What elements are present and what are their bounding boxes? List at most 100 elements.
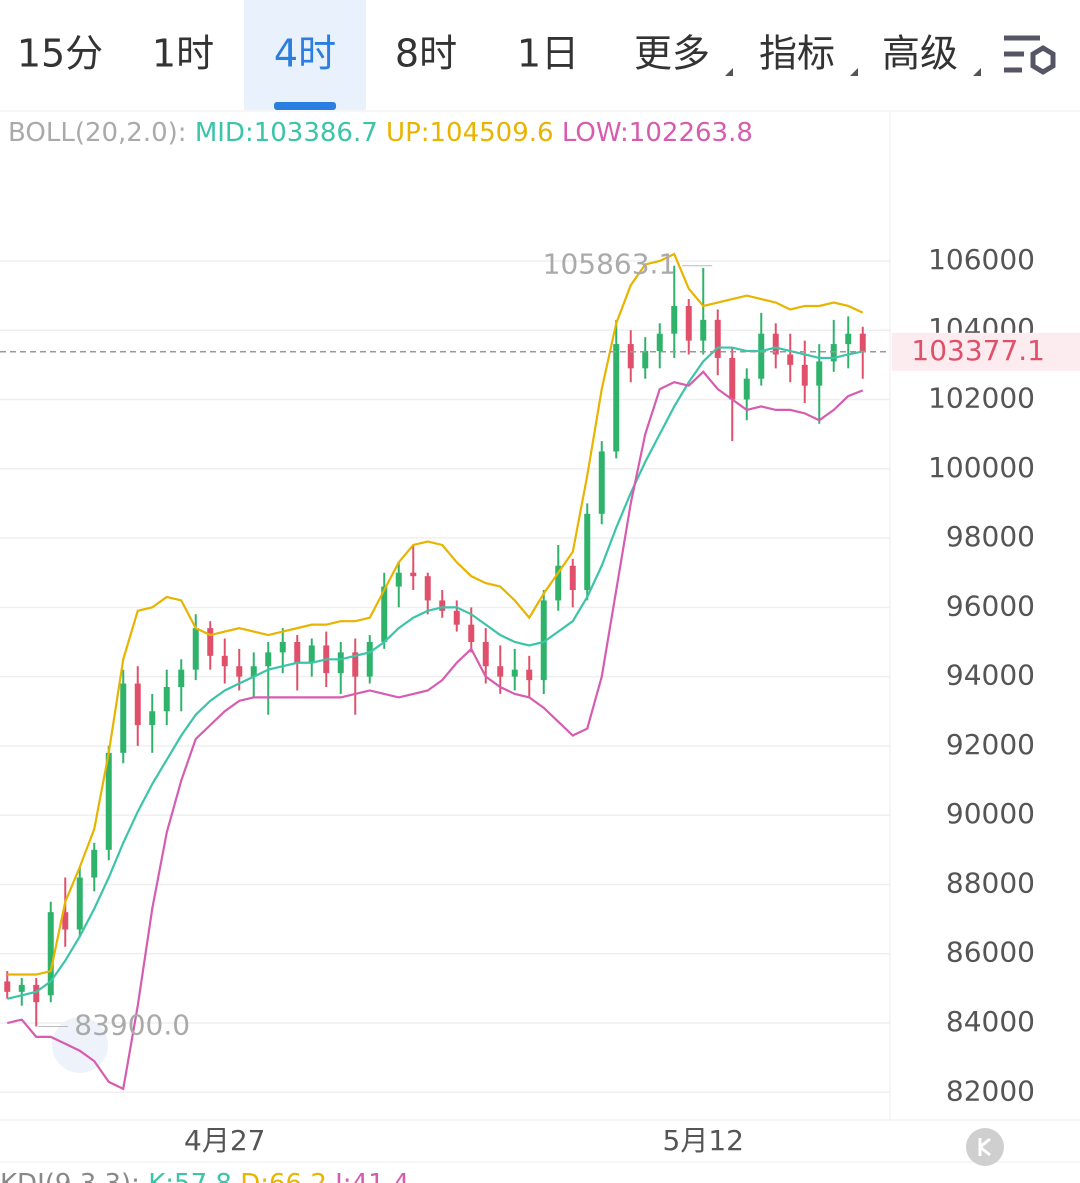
toggle-button-bg[interactable] [52, 1017, 108, 1073]
y-tick-label: 94000 [946, 659, 1035, 692]
candle-body [279, 641, 286, 653]
candle-body [830, 344, 837, 362]
candle-body [192, 628, 199, 670]
candle-body [134, 683, 141, 726]
candle-body [120, 683, 127, 753]
indicator-legend: BOLL(20,2.0): MID:103386.7 UP:104509.6 L… [8, 118, 753, 148]
candle-body [410, 572, 417, 577]
boll-line [7, 252, 864, 976]
candle-body [801, 364, 808, 386]
legend-item: LOW:102263.8 [562, 118, 753, 148]
candle-body [308, 645, 315, 663]
tab[interactable]: 8时 [395, 32, 457, 76]
candle-body [105, 752, 112, 850]
candle-body [569, 565, 576, 591]
candle-body [787, 354, 794, 365]
candle-body [685, 305, 692, 341]
candle-body [526, 669, 533, 681]
tab[interactable]: 高级 [882, 32, 958, 76]
candle-body [62, 912, 69, 930]
candle-body [4, 981, 11, 992]
candle-body [337, 652, 344, 674]
legend-item: UP:104509.6 [386, 118, 554, 148]
candle-body [439, 600, 446, 611]
x-tick-label: 5月12 [663, 1124, 744, 1157]
candle-body [424, 576, 431, 601]
candle-body [714, 319, 721, 358]
candle-body [76, 877, 83, 930]
candle-body [859, 333, 866, 352]
candle-body [772, 333, 779, 355]
legend-item: MID:103386.7 [195, 118, 378, 148]
candle-body [47, 912, 54, 996]
candle-body [584, 513, 591, 591]
candle-body [178, 669, 185, 688]
boll-line [6, 370, 864, 1091]
candle-body [642, 351, 649, 369]
candle-body [482, 641, 489, 667]
candle-body [671, 305, 678, 334]
tab[interactable]: 指标 [759, 32, 835, 76]
candle-body [845, 333, 852, 345]
tab[interactable]: 更多 [634, 32, 710, 76]
sub-legend-item: K:57.8 [148, 1169, 232, 1183]
dropdown-caret [973, 68, 981, 76]
candle-body [627, 344, 634, 369]
y-tick-label: 84000 [946, 1005, 1035, 1038]
annotation: 83900.0 [74, 1008, 190, 1041]
y-tick-label: 106000 [928, 243, 1035, 276]
boll-line [6, 346, 863, 1000]
active-tab-indicator [274, 102, 336, 110]
tab[interactable]: 1日 [517, 32, 579, 76]
candle-body [18, 984, 25, 992]
tab[interactable]: 4时 [274, 32, 336, 76]
indicator-title: BOLL(20,2.0): [8, 118, 187, 148]
candle-body [265, 652, 272, 667]
candle-body [236, 666, 243, 677]
candle-body [729, 357, 736, 400]
y-tick-label: 98000 [946, 520, 1035, 553]
candle-body [163, 687, 170, 712]
candle-body [221, 655, 228, 667]
y-tick-label: 88000 [946, 866, 1035, 899]
candle-body [613, 344, 620, 452]
candle-body [468, 624, 475, 642]
y-tick-label: 82000 [946, 1074, 1035, 1107]
candle-body [743, 378, 750, 400]
sub-legend-item: J:41.4 [333, 1169, 409, 1183]
candle-body [294, 641, 301, 663]
x-tick-label: 4月27 [184, 1124, 265, 1157]
y-tick-label: 90000 [946, 797, 1035, 830]
dropdown-caret [725, 68, 733, 76]
y-tick-label: 102000 [928, 382, 1035, 415]
candle-body [540, 600, 547, 681]
tab[interactable]: 15分 [17, 32, 103, 76]
candle-body [381, 586, 388, 642]
y-tick-label: 92000 [946, 728, 1035, 761]
candle-body [207, 628, 214, 656]
candle-body [352, 652, 359, 677]
price-tag-bg [892, 332, 1080, 371]
candle-body [91, 849, 98, 878]
candle-body [555, 565, 562, 601]
tab[interactable]: 1时 [152, 32, 214, 76]
candle-body [700, 319, 707, 341]
y-tick-label: 86000 [946, 936, 1035, 969]
collapse-button[interactable] [966, 1128, 1004, 1166]
sub-legend-item: D:66.2 [240, 1169, 327, 1183]
y-tick-label: 100000 [928, 451, 1035, 484]
candle-body [816, 361, 823, 386]
candle-body [656, 333, 663, 352]
candle-body [149, 711, 156, 726]
candle-body [598, 451, 605, 514]
current-price: 103377.1 [911, 334, 1045, 367]
sub-indicator-legend: KDJ(9,3,3): K:57.8 D:66.2 J:41.4 [0, 1169, 409, 1183]
candle-body [453, 610, 460, 625]
candle-body [395, 572, 402, 587]
candle-body [250, 666, 257, 677]
active-tab-bg [244, 0, 366, 110]
settings-icon[interactable] [1004, 35, 1056, 75]
collapse-icon [978, 1137, 991, 1157]
candle-body [366, 641, 373, 677]
